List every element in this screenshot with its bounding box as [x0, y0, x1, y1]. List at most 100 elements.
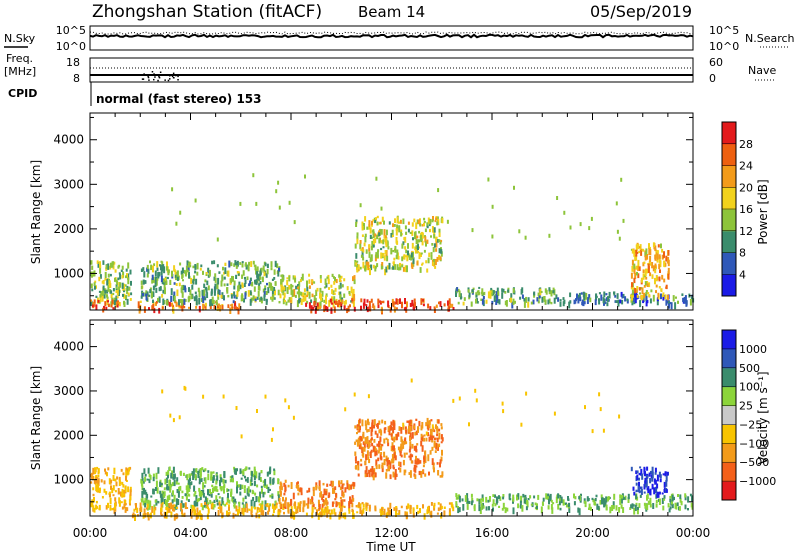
scatter-cell	[308, 273, 311, 277]
scatter-cell	[242, 504, 245, 510]
scatter-cell	[360, 305, 362, 311]
scatter-cell	[663, 495, 666, 499]
scatter-cell	[416, 219, 419, 225]
scatter-cell	[631, 265, 634, 272]
scatter-cell	[409, 435, 411, 441]
scatter-cell	[456, 287, 459, 292]
scatter-cell	[361, 250, 364, 258]
scatter-cell	[437, 218, 440, 226]
scatter-cell	[163, 491, 166, 496]
scatter-cell	[589, 297, 592, 303]
scatter-cell	[109, 273, 112, 277]
scatter-cell	[690, 296, 693, 300]
scatter-cell	[306, 290, 309, 296]
scatter-cell	[569, 300, 572, 304]
scatter-cell	[121, 488, 124, 494]
scatter-cell	[237, 273, 240, 276]
scatter-cell	[622, 293, 625, 299]
scatter-cell	[186, 489, 189, 493]
scatter-cell	[582, 291, 585, 298]
scatter-cell	[393, 422, 395, 430]
scatter-cell	[420, 426, 423, 431]
scatter-cell	[148, 478, 151, 484]
scatter-cell	[104, 290, 107, 294]
scatter-cell	[354, 456, 357, 462]
freq-right-tick-top: 60	[709, 56, 723, 69]
scatter-cell	[287, 502, 290, 509]
scatter-cell	[471, 228, 474, 233]
scatter-cell	[308, 302, 311, 309]
scatter-cell	[200, 478, 203, 482]
scatter-cell	[381, 216, 384, 222]
scatter-cell	[577, 294, 580, 301]
scatter-cell	[124, 507, 127, 513]
scatter-cell	[245, 503, 248, 509]
scatter-cell	[330, 480, 333, 485]
scatter-cell	[319, 301, 322, 308]
scatter-cell	[283, 482, 286, 487]
scatter-cell	[667, 256, 670, 261]
scatter-cell	[147, 268, 150, 274]
scatter-cell	[374, 430, 377, 435]
scatter-cell	[540, 506, 543, 514]
scatter-cell	[481, 494, 484, 501]
scatter-cell	[655, 499, 658, 503]
scatter-cell	[493, 295, 496, 302]
scatter-cell	[178, 305, 181, 309]
scatter-cell	[606, 302, 609, 307]
scatter-cell	[620, 291, 623, 297]
scatter-cell	[354, 425, 357, 429]
scatter-cell	[366, 306, 369, 313]
scatter-cell	[472, 287, 475, 290]
scatter-cell	[338, 480, 340, 485]
scatter-cell	[448, 502, 451, 505]
scatter-cell	[200, 503, 203, 507]
scatter-cell	[90, 502, 93, 508]
scatter-cell	[667, 250, 670, 256]
scatter-cell	[412, 304, 415, 311]
scatter-cell	[366, 429, 369, 433]
scatter-cell	[330, 509, 333, 515]
scatter-cell	[171, 302, 173, 307]
scatter-cell	[110, 304, 113, 308]
scatter-cell	[412, 507, 415, 514]
scatter-cell	[201, 293, 204, 300]
scatter-cell	[355, 219, 358, 222]
scatter-cell	[406, 254, 409, 262]
scatter-cell	[430, 254, 433, 260]
scatter-cell	[381, 262, 384, 267]
scatter-cell	[399, 219, 402, 224]
scatter-cell	[264, 288, 267, 291]
scatter-cell	[424, 236, 427, 243]
scatter-cell	[288, 275, 291, 282]
scatter-cell	[291, 290, 294, 297]
scatter-cell	[315, 482, 318, 488]
scatter-cell	[654, 254, 657, 261]
scatter-cell	[446, 219, 449, 224]
scatter-cell	[416, 458, 419, 465]
scatter-cell	[328, 300, 331, 307]
y-tick-label: 4000	[53, 340, 84, 354]
freq-dots	[141, 71, 179, 82]
scatter-cell	[286, 286, 289, 293]
scatter-cell	[265, 298, 268, 305]
scatter-cell	[118, 286, 121, 291]
scatter-cell	[221, 305, 224, 310]
scatter-cell	[403, 452, 406, 458]
scatter-cell	[233, 263, 236, 267]
scatter-cell	[119, 274, 122, 280]
scatter-cell	[495, 299, 498, 305]
scatter-cell	[311, 501, 314, 505]
scatter-cell	[427, 432, 430, 437]
scatter-cell	[646, 475, 649, 478]
scatter-cell	[438, 443, 441, 448]
scatter-cell	[152, 303, 155, 311]
scatter-cell	[412, 257, 415, 264]
scatter-cell	[105, 505, 108, 510]
scatter-cell	[163, 283, 166, 290]
scatter-cell	[403, 254, 406, 257]
scatter-cell	[402, 422, 405, 427]
scatter-cell	[678, 506, 681, 511]
scatter-cell	[654, 263, 657, 269]
scatter-cell	[333, 508, 336, 515]
